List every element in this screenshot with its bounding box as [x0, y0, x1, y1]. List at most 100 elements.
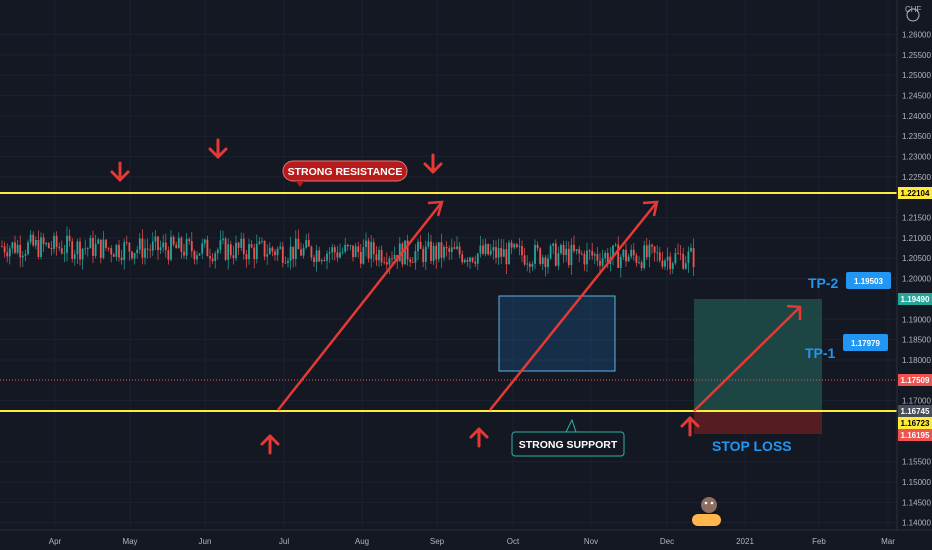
candle-body [219, 240, 222, 250]
candle-body [307, 240, 310, 247]
candle-body [76, 241, 79, 255]
candle-body [466, 259, 469, 262]
y-tick-label: 1.21500 [902, 214, 931, 223]
candle-body [190, 241, 193, 252]
tp1-price: 1.17979 [851, 339, 880, 348]
candle-body [162, 242, 165, 248]
candle-body [32, 234, 35, 246]
candle-body [690, 248, 692, 252]
candle-body [482, 245, 484, 254]
candle-body [125, 242, 128, 244]
candle-body [118, 244, 120, 258]
candle-body [206, 239, 209, 257]
candle-body [656, 252, 659, 254]
candle-body [328, 252, 331, 254]
candle-body [6, 252, 9, 257]
y-tick-label: 1.25500 [902, 51, 931, 60]
candle-body [583, 253, 586, 265]
candle-body [131, 251, 133, 259]
candle-body [37, 239, 40, 257]
candle-body [684, 263, 687, 269]
candle-body [263, 240, 266, 257]
price-axis[interactable] [897, 0, 932, 530]
candle-body [612, 245, 614, 257]
candle-body [406, 240, 409, 260]
candle-body [476, 253, 479, 264]
candle-body [185, 239, 188, 256]
candle-body [27, 242, 29, 255]
candle-body [370, 242, 373, 259]
candle-body [456, 246, 458, 249]
candle-body [479, 245, 482, 254]
candle-body [154, 236, 157, 242]
candle-body [209, 256, 211, 259]
candle-body [651, 244, 653, 247]
candle-body [102, 239, 105, 258]
stop-zone [694, 410, 822, 434]
x-tick-label: Sep [430, 537, 445, 546]
candle-body [326, 253, 328, 261]
candle-body [372, 242, 375, 255]
avatar [692, 497, 721, 526]
candle-body [86, 248, 89, 250]
candle-body [461, 254, 464, 263]
x-tick-label: May [122, 537, 137, 546]
candle-body [547, 258, 549, 268]
candle-body [588, 250, 591, 252]
candle-body [138, 238, 141, 250]
candle-body [287, 260, 289, 263]
y-tick-label: 1.25000 [902, 71, 931, 80]
candle-body [21, 255, 24, 258]
candle-body [458, 246, 461, 255]
candle-body [677, 253, 679, 255]
candle-body [211, 258, 214, 262]
candle-body [518, 246, 521, 248]
candle-body [648, 244, 651, 258]
candle-body [224, 238, 227, 260]
candle-body [526, 263, 529, 265]
candles [1, 226, 695, 278]
candle-body [281, 246, 284, 263]
tag-entry: 1.16723 [898, 417, 932, 429]
candle-body [383, 262, 386, 264]
candle-body [380, 250, 383, 263]
candle-body [679, 253, 682, 255]
candle-body [599, 260, 601, 266]
candle-body [271, 247, 274, 252]
x-tick-label: Apr [49, 537, 62, 546]
candle-body [354, 246, 357, 258]
candle-body [391, 258, 393, 260]
y-tick-label: 1.23000 [902, 153, 931, 162]
candle-body [146, 248, 149, 250]
candle-body [71, 241, 74, 259]
consolidation-box [498, 295, 616, 372]
candle-body [164, 242, 167, 251]
candle-body [495, 247, 497, 258]
y-tick-label: 1.22500 [902, 173, 931, 182]
candle-body [110, 248, 113, 255]
settings-icon[interactable] [906, 8, 920, 22]
candle-body [232, 255, 235, 259]
candle-body [242, 238, 245, 255]
candle-body [16, 244, 19, 253]
candle-body [443, 246, 445, 258]
candle-body [305, 240, 308, 248]
candle-body [365, 240, 367, 248]
candle-body [198, 253, 201, 256]
candle-body [151, 241, 154, 251]
trend-arrows [277, 200, 802, 412]
candle-body [534, 244, 536, 264]
candle-body [339, 252, 341, 258]
candle-body [448, 248, 451, 252]
y-tick-label: 1.15000 [902, 478, 931, 487]
candle-body [170, 236, 172, 260]
candle-body [536, 244, 539, 249]
y-ticks: 1.26000 1.25500 1.25000 1.24500 1.24000 1.235… [902, 31, 931, 528]
candle-body [625, 249, 627, 262]
candle-body [274, 251, 276, 256]
candle-body [619, 256, 622, 268]
up-arrows [260, 416, 700, 455]
candle-body [315, 250, 318, 262]
candle-body [630, 249, 633, 257]
